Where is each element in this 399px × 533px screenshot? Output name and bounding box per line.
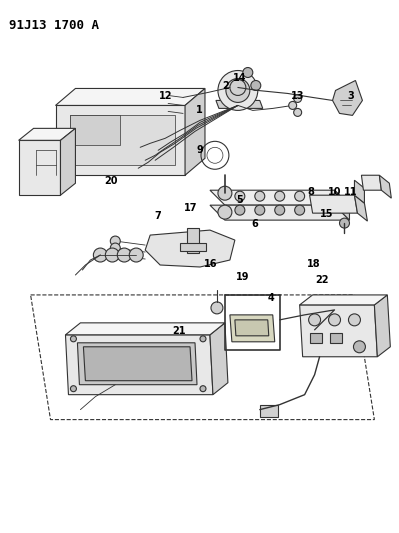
Circle shape xyxy=(110,243,120,253)
Bar xyxy=(310,333,322,343)
Circle shape xyxy=(200,336,206,342)
Polygon shape xyxy=(361,175,381,190)
Polygon shape xyxy=(145,230,235,267)
Text: 3: 3 xyxy=(347,91,354,101)
Text: 14: 14 xyxy=(233,73,246,83)
Polygon shape xyxy=(210,323,228,394)
Polygon shape xyxy=(19,128,75,140)
Circle shape xyxy=(117,248,131,262)
Polygon shape xyxy=(210,190,350,205)
Circle shape xyxy=(71,386,77,392)
Circle shape xyxy=(243,68,253,77)
Polygon shape xyxy=(374,295,390,357)
Circle shape xyxy=(235,191,245,201)
Text: 9: 9 xyxy=(196,144,203,155)
Polygon shape xyxy=(71,116,175,165)
Polygon shape xyxy=(55,88,205,106)
Circle shape xyxy=(348,314,360,326)
Polygon shape xyxy=(216,100,263,108)
Circle shape xyxy=(110,250,120,260)
Text: 1: 1 xyxy=(196,104,203,115)
Circle shape xyxy=(211,302,223,314)
Text: 91J13 1700 A: 91J13 1700 A xyxy=(9,19,99,31)
Text: 8: 8 xyxy=(307,187,314,197)
Text: 20: 20 xyxy=(105,176,118,187)
Text: 22: 22 xyxy=(315,275,329,285)
Polygon shape xyxy=(55,106,185,175)
Polygon shape xyxy=(230,315,275,342)
Polygon shape xyxy=(300,305,377,357)
Circle shape xyxy=(235,205,245,215)
Text: 15: 15 xyxy=(320,209,334,220)
Circle shape xyxy=(294,94,302,102)
Text: 21: 21 xyxy=(172,326,186,336)
Text: 7: 7 xyxy=(154,211,161,221)
Text: 18: 18 xyxy=(307,259,321,269)
Circle shape xyxy=(218,205,232,219)
Circle shape xyxy=(226,78,250,102)
Polygon shape xyxy=(210,205,350,220)
Circle shape xyxy=(275,205,285,215)
Circle shape xyxy=(275,191,285,201)
Polygon shape xyxy=(19,140,61,195)
Text: 4: 4 xyxy=(268,293,275,303)
Circle shape xyxy=(354,341,365,353)
Circle shape xyxy=(289,101,297,109)
Polygon shape xyxy=(379,175,391,198)
Bar xyxy=(330,333,342,343)
Polygon shape xyxy=(185,88,205,175)
Polygon shape xyxy=(332,80,362,116)
Circle shape xyxy=(105,248,119,262)
Circle shape xyxy=(340,218,350,228)
Circle shape xyxy=(71,336,77,342)
Bar xyxy=(187,228,199,253)
Circle shape xyxy=(295,205,304,215)
Polygon shape xyxy=(260,405,278,417)
Text: 10: 10 xyxy=(328,187,342,197)
Polygon shape xyxy=(310,195,358,213)
Circle shape xyxy=(255,191,265,201)
Circle shape xyxy=(308,314,320,326)
Polygon shape xyxy=(334,190,350,220)
Text: 12: 12 xyxy=(159,91,172,101)
Circle shape xyxy=(200,386,206,392)
Polygon shape xyxy=(71,116,120,146)
Circle shape xyxy=(251,80,261,91)
Polygon shape xyxy=(65,335,213,394)
Text: 13: 13 xyxy=(291,91,305,101)
Circle shape xyxy=(255,205,265,215)
Circle shape xyxy=(218,70,258,110)
Text: 19: 19 xyxy=(236,272,249,282)
Text: 17: 17 xyxy=(184,203,198,213)
Circle shape xyxy=(110,236,120,246)
Bar xyxy=(180,243,206,251)
Circle shape xyxy=(295,191,304,201)
Polygon shape xyxy=(235,320,269,336)
Circle shape xyxy=(218,186,232,200)
Text: 16: 16 xyxy=(204,259,217,269)
Text: 11: 11 xyxy=(344,187,358,197)
Circle shape xyxy=(129,248,143,262)
Circle shape xyxy=(328,314,340,326)
Polygon shape xyxy=(354,180,364,203)
Text: 6: 6 xyxy=(252,219,259,229)
Polygon shape xyxy=(61,128,75,195)
Polygon shape xyxy=(354,195,367,221)
Text: 2: 2 xyxy=(222,81,229,91)
Circle shape xyxy=(93,248,107,262)
Polygon shape xyxy=(83,347,192,381)
Polygon shape xyxy=(77,343,197,385)
Text: 5: 5 xyxy=(236,195,243,205)
Polygon shape xyxy=(300,295,387,305)
Circle shape xyxy=(294,108,302,116)
Polygon shape xyxy=(65,323,225,335)
